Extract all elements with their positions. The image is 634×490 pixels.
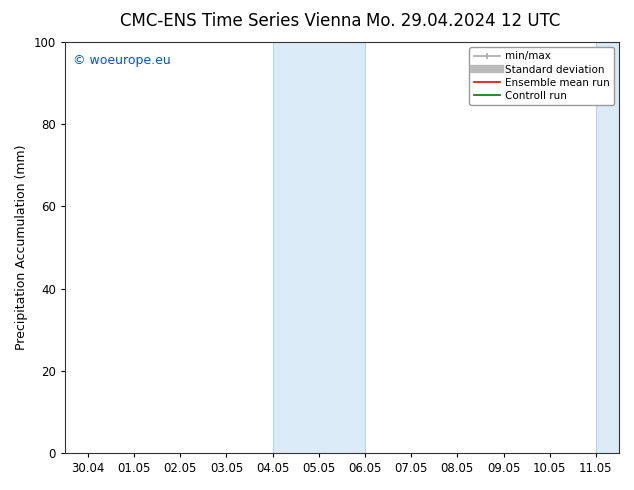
Text: CMC-ENS Time Series Vienna: CMC-ENS Time Series Vienna [120, 12, 361, 30]
Bar [273, 42, 365, 453]
Legend: min/max, Standard deviation, Ensemble mean run, Controll run: min/max, Standard deviation, Ensemble me… [469, 47, 614, 105]
Y-axis label: Precipitation Accumulation (mm): Precipitation Accumulation (mm) [15, 145, 28, 350]
Text: © woeurope.eu: © woeurope.eu [73, 54, 171, 68]
Text: Mo. 29.04.2024 12 UTC: Mo. 29.04.2024 12 UTC [366, 12, 560, 30]
Bar [596, 42, 634, 453]
